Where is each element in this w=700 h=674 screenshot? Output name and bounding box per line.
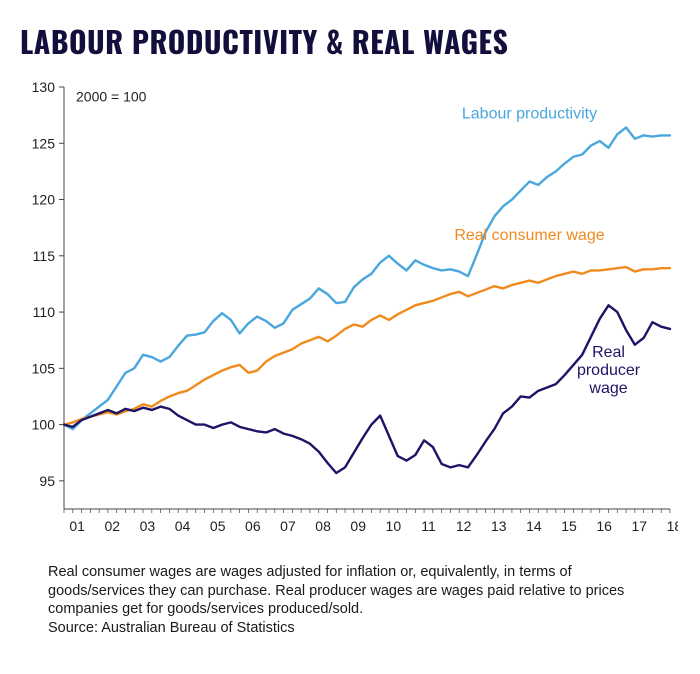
svg-text:04: 04	[175, 518, 191, 534]
chart-container: 95 100 105 110 115 120 125 130 01 02 03 04 05 06 07 08 0…	[22, 69, 678, 549]
svg-text:17: 17	[631, 518, 647, 534]
svg-text:08: 08	[315, 518, 331, 534]
svg-text:120: 120	[32, 192, 56, 208]
svg-text:95: 95	[39, 473, 55, 489]
svg-text:130: 130	[32, 79, 56, 95]
svg-text:13: 13	[491, 518, 507, 534]
svg-text:06: 06	[245, 518, 261, 534]
chart-footnote: Real consumer wages are wages adjusted f…	[22, 563, 678, 637]
line-chart: 95 100 105 110 115 120 125 130 01 02 03 04 05 06 07 08 0…	[22, 69, 678, 549]
svg-text:100: 100	[32, 417, 56, 433]
svg-text:Real: Real	[592, 344, 625, 361]
svg-text:16: 16	[596, 518, 612, 534]
svg-text:15: 15	[561, 518, 577, 534]
page-root: LABOUR PRODUCTIVITY & REAL WAGES 9510010…	[0, 0, 700, 674]
svg-text:03: 03	[140, 518, 156, 534]
svg-text:05: 05	[210, 518, 226, 534]
svg-text:110: 110	[33, 304, 56, 320]
svg-text:125: 125	[32, 135, 56, 151]
svg-text:11: 11	[421, 518, 436, 534]
svg-text:producer: producer	[577, 362, 641, 379]
svg-text:115: 115	[33, 248, 56, 264]
svg-text:105: 105	[32, 360, 56, 376]
svg-text:18: 18	[667, 518, 678, 534]
svg-text:14: 14	[526, 518, 542, 534]
chart-title: LABOUR PRODUCTIVITY & REAL WAGES	[20, 18, 678, 63]
svg-text:Real consumer wage: Real consumer wage	[454, 227, 604, 244]
svg-text:12: 12	[456, 518, 472, 534]
svg-text:07: 07	[280, 518, 296, 534]
svg-text:wage: wage	[588, 380, 627, 397]
svg-text:09: 09	[350, 518, 366, 534]
svg-text:2000 = 100: 2000 = 100	[76, 89, 147, 105]
svg-text:10: 10	[386, 518, 402, 534]
svg-text:02: 02	[105, 518, 121, 534]
footnote-text: Real consumer wages are wages adjusted f…	[48, 563, 668, 619]
svg-text:Labour productivity: Labour productivity	[462, 106, 597, 123]
svg-text:01: 01	[69, 518, 85, 534]
footnote-source: Source: Australian Bureau of Statistics	[48, 619, 668, 638]
